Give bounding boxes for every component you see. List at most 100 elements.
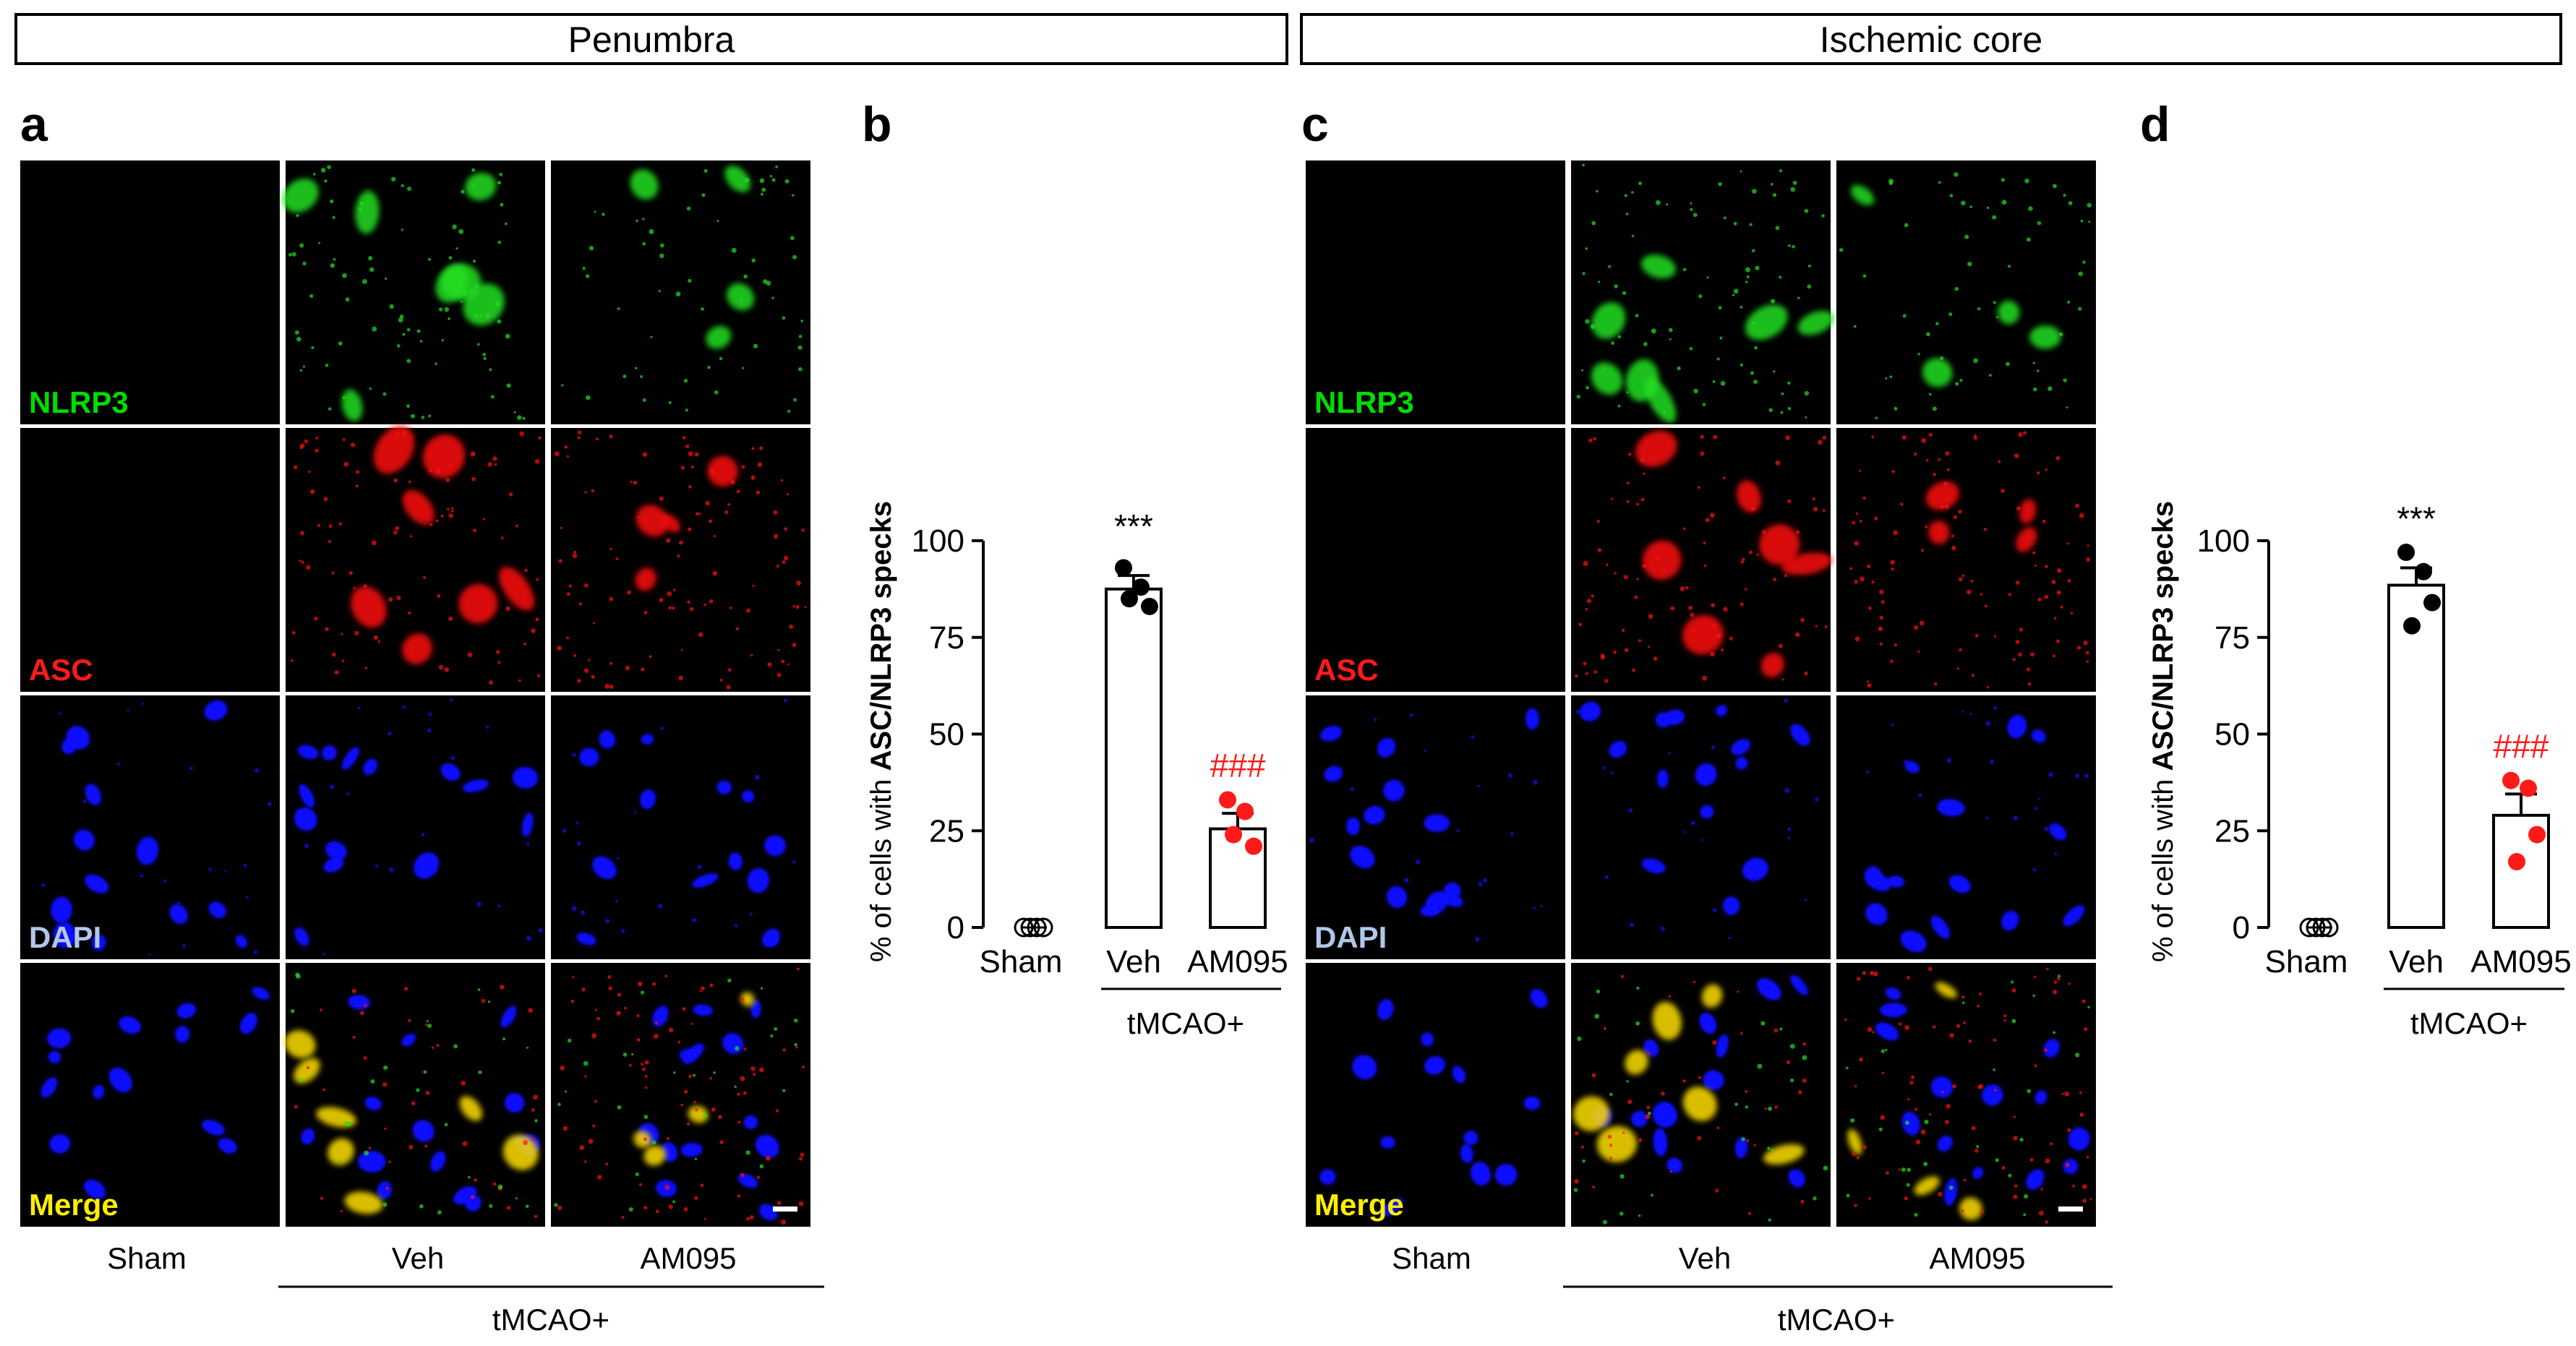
speckle	[634, 811, 637, 814]
speckle	[2053, 654, 2055, 658]
bar-am095	[1209, 827, 1267, 929]
speckle	[1938, 181, 1941, 184]
speckle	[1745, 280, 1748, 283]
speckle	[708, 519, 713, 523]
speckle	[1653, 656, 1658, 661]
speckle	[2040, 1188, 2043, 1191]
speckle	[591, 489, 595, 493]
speckle	[703, 1217, 706, 1220]
cell-signal	[1641, 858, 1666, 874]
speckle	[1998, 460, 2001, 463]
significance-marker: ###	[1210, 747, 1266, 784]
speckle	[328, 524, 333, 528]
cell-signal	[1886, 875, 1905, 888]
speckle	[1956, 1024, 1961, 1029]
speckle	[1823, 1165, 1828, 1171]
speckle	[687, 600, 691, 604]
speckle	[1745, 1105, 1749, 1109]
speckle	[444, 1123, 448, 1127]
speckle	[416, 1088, 420, 1092]
y-tick-label: 25	[929, 813, 964, 849]
speckle	[1787, 836, 1791, 839]
speckle	[737, 1120, 741, 1124]
micrograph-grid-ischemic-core: NLRP3 ASC DAPI Merge	[1306, 160, 2096, 1227]
speckle	[334, 670, 339, 675]
speckle	[1914, 1212, 1918, 1217]
speckle	[2037, 220, 2042, 226]
speckle	[526, 842, 530, 846]
speckle	[682, 436, 686, 440]
speckle	[1906, 1183, 1910, 1187]
cell-signal	[430, 1151, 446, 1172]
speckle	[1614, 284, 1618, 288]
speckle	[518, 679, 521, 682]
cell-signal	[2001, 910, 2019, 931]
speckle	[568, 584, 573, 588]
cell-signal	[1700, 805, 1714, 819]
data-point	[2299, 917, 2319, 938]
speckle	[1740, 363, 1744, 366]
speckle	[331, 571, 335, 575]
speckle	[1779, 1027, 1783, 1031]
speckle	[644, 1074, 648, 1078]
speckle	[1914, 1107, 1918, 1111]
speckle	[1309, 838, 1315, 843]
micrograph-nlrp3-sham: NLRP3	[20, 160, 280, 424]
cell-signal	[1657, 769, 1669, 789]
speckle	[536, 578, 539, 581]
speckle	[1925, 525, 1928, 528]
cell-signal	[643, 1145, 666, 1166]
cell-signal	[1722, 896, 1740, 916]
speckle	[312, 173, 316, 176]
speckle	[1682, 267, 1687, 272]
speckle	[589, 246, 594, 251]
cell-signal	[737, 1173, 758, 1188]
speckle	[351, 442, 356, 447]
speckle	[1963, 1178, 1967, 1182]
speckle	[1852, 520, 1856, 525]
speckle	[771, 296, 774, 299]
y-tick-label: 50	[929, 717, 964, 753]
speckle	[2013, 1136, 2018, 1141]
speckle	[743, 1091, 747, 1095]
cell-signal	[435, 265, 469, 303]
speckle	[798, 1201, 804, 1206]
column-label-sham: Sham	[107, 1241, 187, 1275]
speckle	[1914, 453, 1917, 456]
cell-signal	[2029, 325, 2061, 349]
y-tick-label: 25	[2215, 813, 2250, 849]
bar-chart-ischemic-core: % of cells with ASC/NLRP3 specks tMCAO+ …	[2147, 500, 2572, 1040]
speckle	[595, 437, 599, 441]
speckle	[759, 178, 765, 184]
speckle	[799, 1157, 803, 1161]
speckle	[1620, 974, 1625, 979]
speckle	[660, 726, 664, 730]
cell-signal	[402, 489, 435, 525]
speckle	[1690, 612, 1695, 617]
speckle	[2066, 542, 2069, 545]
bar-veh	[1105, 587, 1163, 929]
cell-signal	[1591, 362, 1623, 395]
speckle	[489, 680, 494, 685]
speckle	[615, 557, 619, 561]
significance-marker: ***	[1114, 507, 1153, 545]
speckle	[306, 565, 311, 570]
speckle	[2081, 999, 2086, 1003]
speckle	[1879, 642, 1883, 646]
speckle	[582, 267, 586, 270]
speckle	[1626, 1080, 1630, 1083]
cell-signal	[93, 1085, 105, 1099]
speckle	[1617, 404, 1621, 408]
speckle	[408, 1019, 411, 1023]
speckle	[1867, 683, 1872, 688]
speckle	[1650, 1193, 1653, 1197]
speckle	[609, 434, 613, 439]
speckle	[673, 1071, 676, 1074]
speckle	[1850, 1118, 1855, 1123]
speckle	[357, 706, 361, 710]
speckle	[1921, 549, 1925, 552]
speckle	[1593, 437, 1597, 441]
speckle	[1898, 1168, 1901, 1171]
speckle	[642, 241, 646, 246]
speckle	[564, 1090, 568, 1093]
